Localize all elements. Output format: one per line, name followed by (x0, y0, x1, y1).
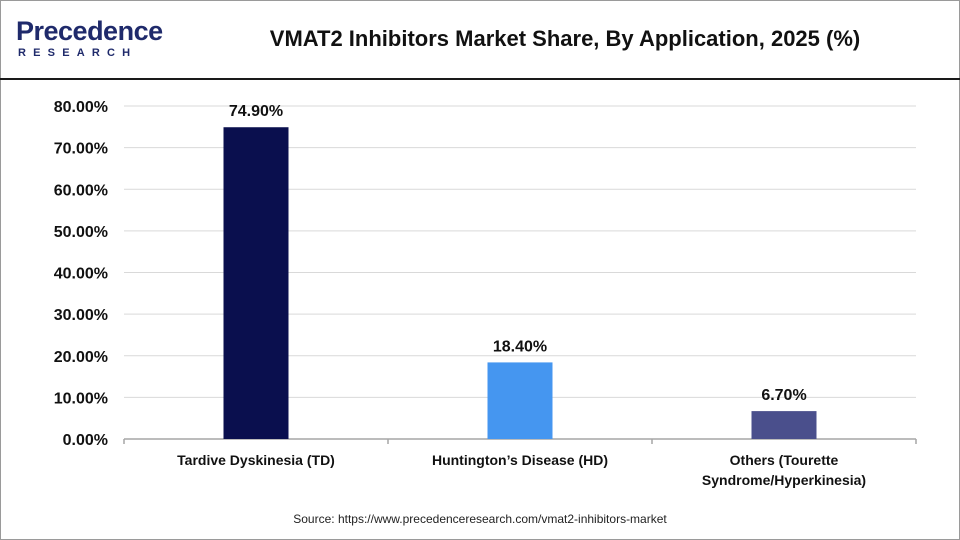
data-label: 6.70% (761, 387, 806, 404)
x-category-label: Huntington’s Disease (HD) (432, 452, 608, 468)
y-tick-label: 30.00% (54, 307, 108, 324)
header-divider (0, 78, 960, 80)
chart-title: VMAT2 Inhibitors Market Share, By Applic… (269, 26, 861, 51)
x-category-label: Others (Tourette (730, 452, 839, 468)
y-tick-label: 40.00% (54, 266, 108, 283)
logo-subtitle: RESEARCH (18, 47, 138, 59)
data-label: 74.90% (229, 103, 283, 120)
y-tick-label: 50.00% (54, 224, 108, 241)
x-category-label: Tardive Dyskinesia (TD) (177, 452, 335, 468)
bar (751, 411, 817, 439)
y-tick-label: 10.00% (54, 390, 108, 407)
bar (223, 127, 289, 439)
header: Precedence RESEARCH VMAT2 Inhibitors Mar… (0, 0, 960, 80)
x-category-label: Syndrome/Hyperkinesia) (702, 472, 866, 488)
y-tick-label: 20.00% (54, 349, 108, 366)
source-note: Source: https://www.precedenceresearch.c… (293, 512, 667, 526)
y-tick-label: 60.00% (54, 182, 108, 199)
bar (487, 362, 553, 439)
y-tick-label: 70.00% (54, 141, 108, 158)
y-tick-label: 0.00% (63, 432, 108, 449)
y-tick-label: 80.00% (54, 99, 108, 116)
bar-chart: 0.00% 10.00% 20.00% 30.00% 40.00% 50.00% 60.00… (54, 99, 917, 488)
data-label: 18.40% (493, 338, 547, 355)
logo-wordmark: Precedence (16, 16, 163, 46)
precedence-research-logo: Precedence RESEARCH (16, 16, 163, 64)
